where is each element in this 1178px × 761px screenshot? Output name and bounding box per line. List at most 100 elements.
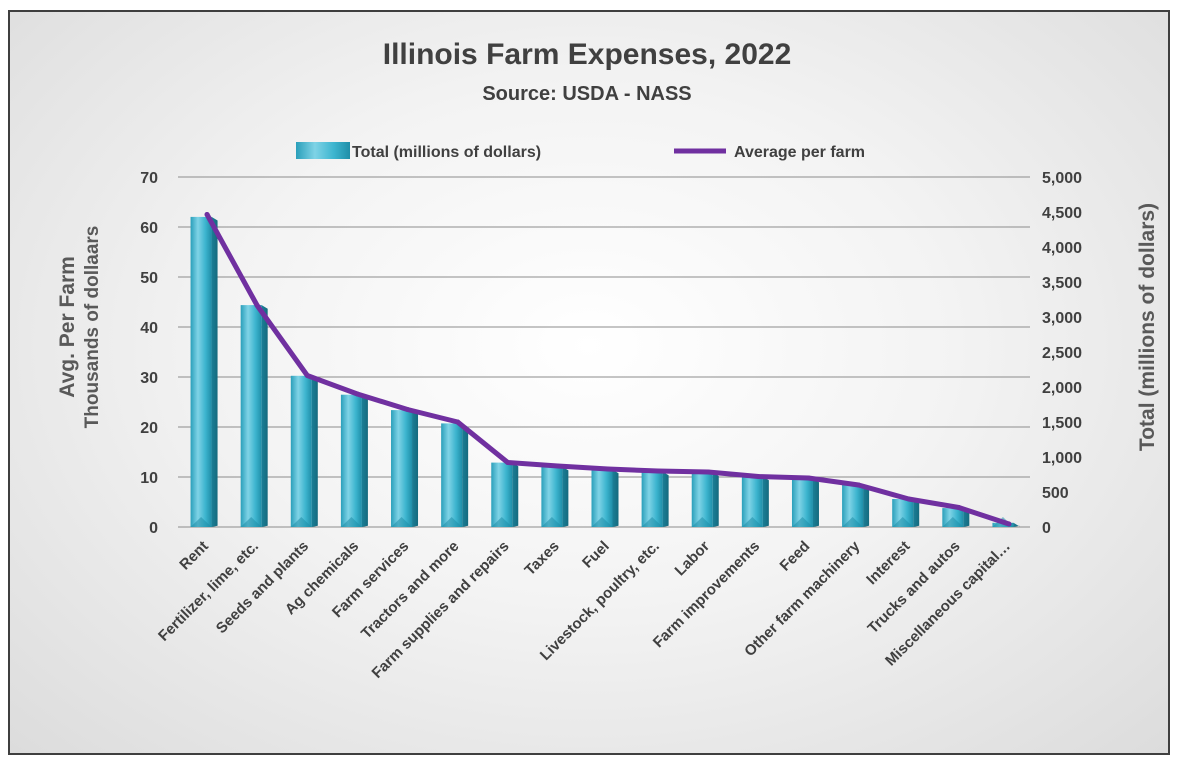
line-point (805, 475, 811, 481)
legend-label-average: Average per farm (734, 144, 865, 161)
bar-side (762, 476, 769, 527)
bar-base-shade (842, 517, 864, 527)
left-axis-title-line1: Avg. Per Farm (56, 256, 79, 398)
bar-front (691, 472, 713, 527)
right-tick-label: 4,500 (1042, 205, 1082, 222)
bar (791, 478, 819, 527)
right-tick-label: 3,500 (1042, 275, 1082, 292)
bar-base-shade (240, 517, 262, 527)
bar-front (842, 485, 864, 527)
right-tick-label: 4,000 (1042, 240, 1082, 257)
line-point (254, 303, 260, 308)
left-axis-title: Avg. Per Farm Thousands of dollaars (56, 226, 103, 429)
line-point (354, 391, 360, 397)
right-tick-label: 2,000 (1042, 380, 1082, 397)
bar-base-shade (791, 517, 813, 527)
bar-base-shade (290, 517, 312, 527)
legend-item-average: Average per farm (674, 144, 865, 161)
bar-side (662, 471, 669, 527)
bar-front (391, 410, 413, 527)
bar-base-shade (541, 517, 563, 527)
bar (842, 485, 870, 527)
bar-base-shade (641, 517, 663, 527)
left-tick-label: 40 (140, 320, 158, 337)
bar-side (211, 216, 218, 527)
bar (942, 508, 970, 527)
bar-side (311, 375, 318, 527)
line-point (655, 468, 661, 474)
right-axis-ticks: 0 500 1,000 1,500 2,000 2,500 3,000 3,500 4,000 4… (1042, 170, 1082, 537)
left-axis-title-line2: Thousands of dollaars (82, 226, 103, 429)
left-tick-label: 60 (140, 220, 158, 237)
left-axis-ticks: 0 10 20 30 40 50 60 70 (140, 170, 158, 537)
bar (240, 305, 268, 527)
bar (591, 469, 619, 527)
bar-base-shade (190, 517, 212, 527)
bar-side (261, 305, 268, 527)
bar-front (591, 469, 613, 527)
bar-side (512, 462, 519, 527)
gridlines (178, 176, 1030, 528)
right-tick-label: 2,500 (1042, 345, 1082, 362)
line-point (605, 466, 611, 472)
category-label: Seeds and plants (213, 538, 312, 637)
line-point (304, 373, 310, 378)
line-point (505, 460, 511, 465)
line-point (405, 407, 411, 412)
bar-side (412, 410, 419, 527)
right-tick-label: 500 (1042, 485, 1069, 502)
bar-side (612, 469, 619, 527)
bar (491, 462, 519, 527)
right-tick-label: 1,500 (1042, 415, 1082, 432)
category-label: Interest (863, 538, 913, 588)
bar-base-shade (892, 517, 914, 527)
bar-side (812, 478, 819, 527)
bar-front (892, 499, 914, 527)
bar-side (562, 466, 569, 527)
legend-swatch-bar (296, 142, 350, 159)
left-tick-label: 20 (140, 420, 158, 437)
chart-title: Illinois Farm Expenses, 2022 (383, 38, 792, 71)
bar-base-shade (441, 517, 463, 527)
line-point (455, 419, 461, 425)
category-label: Feed (777, 538, 814, 575)
category-label: Tractors and more (358, 538, 463, 643)
chart-svg: Illinois Farm Expenses, 2022 Source: USD… (56, 38, 1159, 682)
bar-front (290, 375, 312, 527)
right-tick-label: 0 (1042, 520, 1051, 537)
bar-front (641, 471, 663, 527)
line-point (204, 212, 210, 217)
bar (691, 472, 719, 527)
legend-label-total: Total (millions of dollars) (352, 144, 541, 161)
bar-side (913, 499, 920, 527)
bar-base-shade (391, 517, 413, 527)
bar-side (863, 485, 870, 527)
bar-series (190, 216, 1020, 527)
line-point (555, 463, 561, 469)
line-point (956, 505, 962, 510)
left-tick-label: 50 (140, 270, 158, 287)
right-axis-title-text: Total (millions of dollars) (1136, 203, 1159, 451)
left-tick-label: 0 (149, 520, 158, 537)
line-point (906, 496, 912, 502)
bar-front (791, 478, 813, 527)
line-series (204, 212, 1012, 527)
bar-side (462, 423, 469, 527)
bar-base-shade (340, 517, 362, 527)
left-tick-label: 30 (140, 370, 158, 387)
line-point (755, 474, 761, 479)
line-point (705, 469, 711, 475)
bar-base-shade (591, 517, 613, 527)
bar-base-shade (741, 517, 763, 527)
bar-front (491, 462, 513, 527)
category-label: Fuel (579, 538, 613, 572)
bar (441, 423, 469, 527)
bar (541, 466, 569, 527)
right-tick-label: 1,000 (1042, 450, 1082, 467)
line-point (1006, 521, 1012, 527)
bar-base-shade (942, 517, 964, 527)
bar-side (712, 472, 719, 527)
right-tick-label: 3,000 (1042, 310, 1082, 327)
bar-front (541, 466, 563, 527)
